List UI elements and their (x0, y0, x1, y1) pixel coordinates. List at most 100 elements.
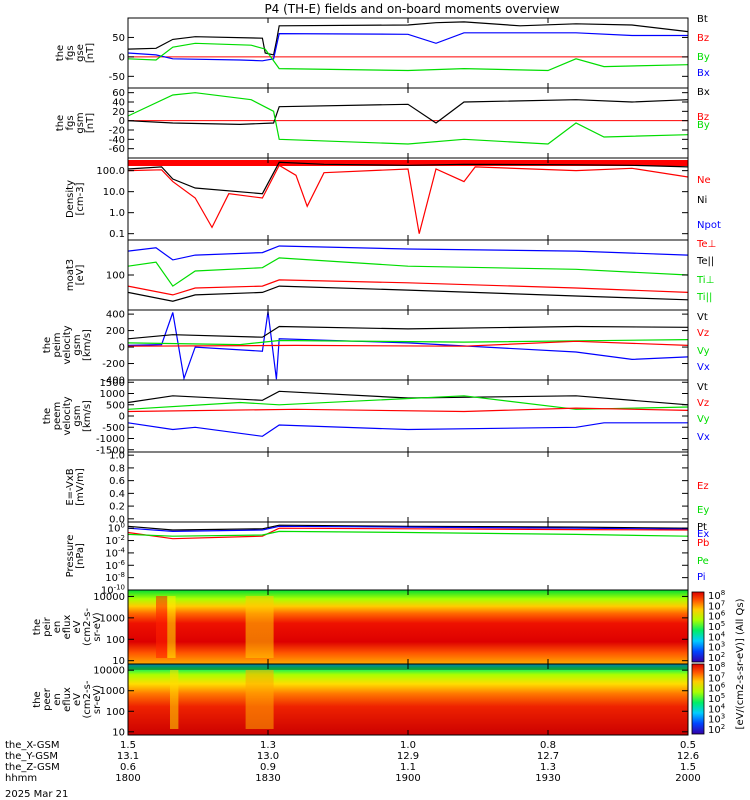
x-row-label: hhmm (5, 773, 37, 784)
ytick-label: 500 (106, 400, 125, 411)
ytick-label: 0.8 (109, 463, 125, 474)
ylabel-line: fgs (65, 115, 76, 130)
ylabel-line: [km/s] (82, 400, 93, 432)
legend-pressure-2: Pe (697, 556, 709, 567)
ytick-label: -1500 (96, 445, 125, 456)
spectrogram-band (170, 670, 179, 729)
colorbar: 1081071061051041031021081071061051041031… (691, 589, 746, 736)
xtick-label: 1930 (535, 773, 560, 784)
frame-fgs-gsm (127, 87, 689, 159)
ylabel-line: [km/s] (82, 329, 93, 361)
plot-title: P4 (TH-E) fields and on-board moments ov… (264, 2, 559, 16)
spectrogram-band (245, 670, 274, 729)
legend-efield-1: Ey (697, 505, 709, 516)
series-fgs-gse-By (127, 42, 689, 72)
ytick-label: 10 (112, 727, 125, 738)
ytick-label: 1.0 (109, 451, 125, 462)
ylabel-line: gsm (72, 405, 83, 426)
colorbar-bar (691, 663, 705, 735)
ylabel-line: gsm (72, 334, 83, 355)
ylabel-line: [mV/m] (75, 468, 86, 506)
ytick-label: 100 (106, 271, 125, 282)
xtick-label: 0.5 (680, 740, 696, 751)
spectrogram-band (167, 596, 176, 658)
ytick-label: 1000 (100, 686, 125, 697)
xtick-label: 1800 (115, 773, 140, 784)
ytick-label: 10.0 (103, 187, 125, 198)
legend-pressure-1: Pb (697, 538, 709, 549)
ytick-label: 0.6 (109, 476, 125, 487)
legend-density-2: Npot (697, 220, 721, 231)
ylabel-line: Pressure (65, 535, 76, 578)
series-fgs-gsm-Bx (127, 99, 689, 126)
ylabel-line: peer (42, 687, 53, 711)
ytick-label: 1500 (100, 378, 125, 389)
series-fgs-gsm-By (127, 92, 689, 145)
ylabel-line: eflux (62, 687, 73, 712)
series-density-Ni (127, 161, 689, 195)
ylabel-line: peir (42, 616, 53, 636)
legend-fgs-gse-0: Bt (697, 14, 708, 25)
ylabel-line: moat3 (65, 259, 76, 291)
ytick-label: 40 (112, 98, 125, 109)
legend-peim-velocity-2: Vy (697, 346, 710, 357)
xtick-label: 1.5 (680, 762, 696, 773)
ytick-label: 10-8 (105, 571, 125, 584)
date-label: 2025 Mar 21 (5, 789, 68, 800)
ytick-label: 1.0 (109, 208, 125, 219)
xtick-label: 1.5 (120, 740, 136, 751)
ytick-label: 10000 (93, 592, 125, 603)
legend-fgs-gse-1: Bz (697, 33, 709, 44)
frame-peim-velocity (127, 309, 689, 381)
ylabel-line: peem (52, 402, 63, 430)
legend-efield-2: Ex (697, 529, 709, 540)
legend-fgs-gsm-1: Bz (697, 112, 709, 123)
ylabel-line: fgs (65, 45, 76, 60)
ylabel-line: the (42, 408, 53, 424)
ytick-label: 100 (108, 522, 125, 535)
colorbar-tick-label: 102 (708, 723, 725, 736)
series-peim-velocity-Vt (127, 325, 689, 340)
ytick-label: -200 (102, 359, 125, 370)
legend-fgs-gsm-0: Bx (697, 87, 710, 98)
panel-efield: 1.00.8 0.6 0.4 0.20.0 E=-VxB [mV/m] Ez Ey Ex (65, 451, 709, 540)
ylabel-line: E=-VxB (65, 468, 76, 505)
legend-fgs-gsm-2: By (697, 120, 710, 131)
ytick-label: -500 (102, 423, 125, 434)
frame-efield (127, 451, 689, 523)
ylabel-line: velocity (62, 325, 73, 364)
colorbar-label: [eV/(cm2-s-sr-eV)] (All Qs) (735, 598, 746, 729)
ylabel-line: the (55, 115, 66, 131)
ylabel-line: gse (75, 44, 86, 62)
panel-density: 100.0 10.0 1.0 0.1 Density [cm-3] Ne Ni Npot (65, 157, 721, 241)
legend-peem-velocity-2: Vy (697, 414, 710, 425)
series-pressure-Pe (127, 530, 689, 537)
ytick-label: -400 (102, 376, 125, 387)
legend-fgs-gse-3: Bx (697, 68, 710, 79)
spectrogram-peir-eflux (128, 590, 688, 664)
ytick-label: 100.0 (96, 166, 125, 177)
series-peim-velocity-Vz (127, 340, 689, 347)
xtick-label: 1.0 (400, 740, 416, 751)
xtick-label: 12.7 (537, 751, 559, 762)
series-temp-Ti|| (127, 257, 689, 287)
ylabel-line: (cm2-s- (82, 608, 93, 646)
ylabel-line: [eV] (75, 265, 86, 286)
ytick-label: 20 (112, 107, 125, 118)
x-axis: 1.513.10.618001.313.00.918301.012.91.119… (5, 18, 701, 784)
ylabel-line: the (42, 337, 53, 353)
series-pressure-Pt (127, 524, 689, 531)
xtick-label: 1.3 (540, 762, 556, 773)
ytick-label: 1000 (100, 613, 125, 624)
ylabel-line: gsm (75, 112, 86, 133)
ytick-label: 0 (119, 343, 125, 354)
ytick-label: 10-4 (105, 546, 125, 559)
ylabel-line: eflux (62, 615, 73, 640)
ylabel-line: the (32, 691, 43, 707)
x-row-label: the_Z-GSM (5, 762, 60, 773)
